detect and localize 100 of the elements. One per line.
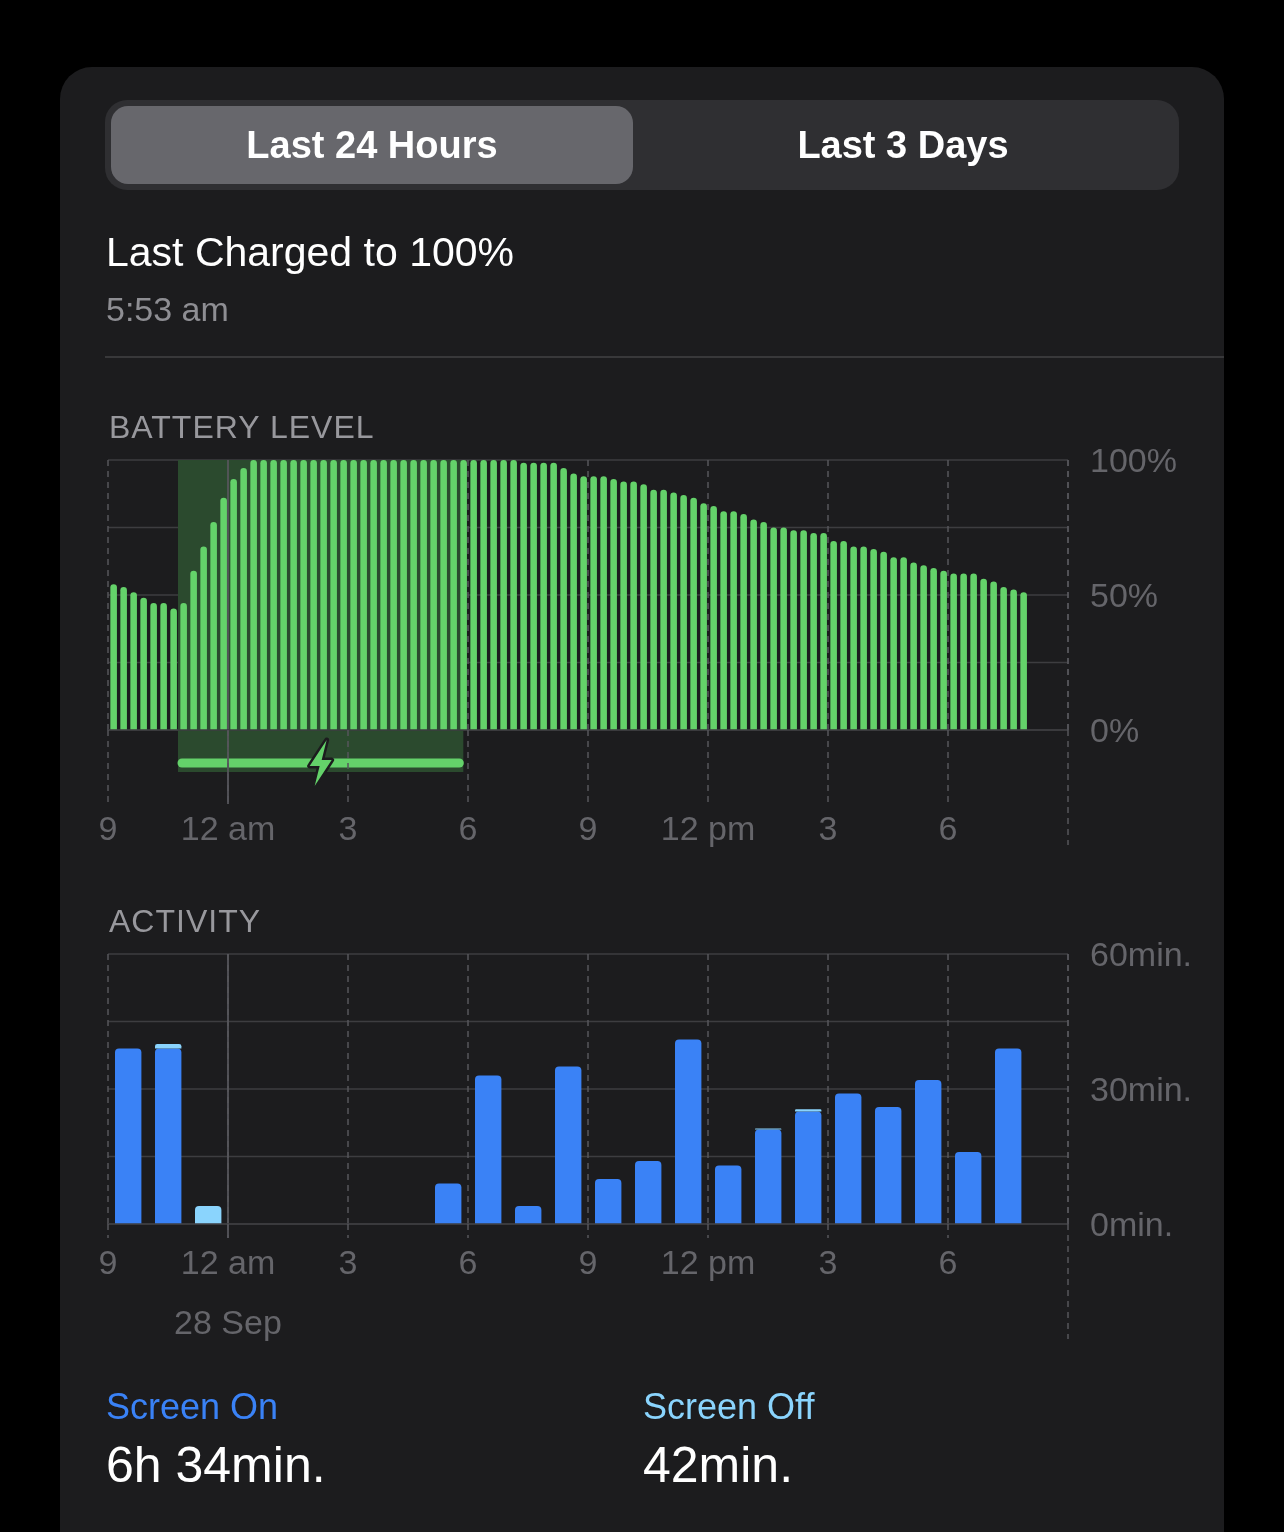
x-tick-label: 12 am bbox=[180, 1243, 276, 1281]
bar bbox=[640, 484, 647, 730]
bar bbox=[710, 505, 717, 730]
x-tick-label: 6 bbox=[938, 1243, 958, 1281]
x-tick-label: 12 pm bbox=[660, 809, 756, 847]
bar bbox=[760, 522, 767, 730]
bar bbox=[900, 557, 907, 730]
bar bbox=[230, 478, 237, 730]
bar bbox=[980, 578, 987, 730]
bar bbox=[830, 541, 837, 730]
bar bbox=[475, 1075, 502, 1224]
bar bbox=[680, 495, 687, 730]
bar bbox=[360, 460, 367, 730]
bar bbox=[270, 460, 277, 730]
bar bbox=[240, 468, 247, 730]
bar bbox=[540, 462, 547, 730]
bar bbox=[750, 519, 757, 730]
bar bbox=[690, 497, 697, 730]
bar bbox=[675, 1039, 702, 1224]
x-tick-label: 9 bbox=[98, 1243, 118, 1281]
bar bbox=[490, 460, 497, 730]
bar bbox=[570, 473, 577, 730]
text: Screen On bbox=[106, 1386, 279, 1427]
bar bbox=[330, 460, 337, 730]
y-tick-label: 60min. bbox=[1090, 935, 1193, 973]
bar bbox=[195, 1206, 222, 1224]
bar bbox=[840, 541, 847, 730]
bar bbox=[150, 603, 157, 730]
bar bbox=[310, 460, 317, 730]
text: Last Charged to 100% bbox=[106, 229, 514, 275]
x-tick-label: 9 bbox=[98, 809, 118, 847]
bar bbox=[480, 460, 487, 730]
bar bbox=[515, 1206, 542, 1224]
x-tick-label: 6 bbox=[458, 1243, 478, 1281]
bar bbox=[820, 532, 827, 730]
bar bbox=[780, 527, 787, 730]
bar bbox=[500, 460, 507, 730]
bar bbox=[300, 460, 307, 730]
y-tick-label: 100% bbox=[1090, 441, 1177, 479]
bar bbox=[400, 460, 407, 730]
bar bbox=[880, 551, 887, 730]
bar bbox=[835, 1093, 862, 1224]
x-tick-label: 3 bbox=[818, 809, 838, 847]
bar bbox=[180, 603, 187, 730]
bar bbox=[920, 565, 927, 730]
bar bbox=[390, 460, 397, 730]
bar bbox=[630, 481, 637, 730]
bar bbox=[960, 573, 967, 730]
text: 5:53 am bbox=[106, 290, 229, 328]
bar bbox=[995, 1048, 1022, 1224]
bar bbox=[595, 1179, 622, 1224]
bar bbox=[915, 1080, 942, 1224]
bar bbox=[450, 460, 457, 730]
bar bbox=[700, 503, 707, 730]
bar bbox=[730, 511, 737, 730]
x-tick-label: 9 bbox=[578, 1243, 598, 1281]
bar bbox=[250, 460, 257, 730]
bar bbox=[755, 1129, 782, 1224]
bar bbox=[810, 532, 817, 730]
bar bbox=[320, 460, 327, 730]
bar bbox=[440, 460, 447, 730]
x-tick-label: 3 bbox=[818, 1243, 838, 1281]
bar bbox=[110, 584, 117, 730]
bar bbox=[140, 597, 147, 730]
bar bbox=[1010, 589, 1017, 730]
bar bbox=[435, 1183, 462, 1224]
bar bbox=[970, 573, 977, 730]
bar bbox=[800, 530, 807, 730]
bar bbox=[580, 476, 587, 730]
bar bbox=[610, 478, 617, 730]
bar bbox=[410, 460, 417, 730]
bar bbox=[770, 527, 777, 730]
bar bbox=[860, 546, 867, 730]
x-tick-label: 12 pm bbox=[660, 1243, 756, 1281]
bar bbox=[350, 460, 357, 730]
x-tick-label: 12 am bbox=[180, 809, 276, 847]
bar bbox=[740, 514, 747, 730]
bar bbox=[795, 1111, 822, 1224]
bar bbox=[790, 530, 797, 730]
bar bbox=[590, 476, 597, 730]
bar bbox=[130, 592, 137, 730]
bar bbox=[120, 586, 127, 730]
bar bbox=[340, 460, 347, 730]
bar bbox=[850, 546, 857, 730]
chart-title: BATTERY LEVEL bbox=[109, 409, 375, 445]
bar bbox=[170, 608, 177, 730]
y-tick-label: 30min. bbox=[1090, 1070, 1193, 1108]
bar bbox=[520, 462, 527, 730]
x-tick-label: 3 bbox=[338, 809, 358, 847]
bar bbox=[555, 1066, 582, 1224]
bar bbox=[635, 1161, 662, 1224]
y-tick-label: 0min. bbox=[1090, 1205, 1174, 1243]
bar bbox=[670, 492, 677, 730]
bar bbox=[210, 522, 217, 730]
bar bbox=[620, 481, 627, 730]
bar bbox=[715, 1165, 742, 1224]
bar bbox=[380, 460, 387, 730]
y-tick-label: 50% bbox=[1090, 576, 1159, 614]
text: 6h 34min. bbox=[106, 1437, 326, 1493]
bar bbox=[155, 1044, 182, 1049]
